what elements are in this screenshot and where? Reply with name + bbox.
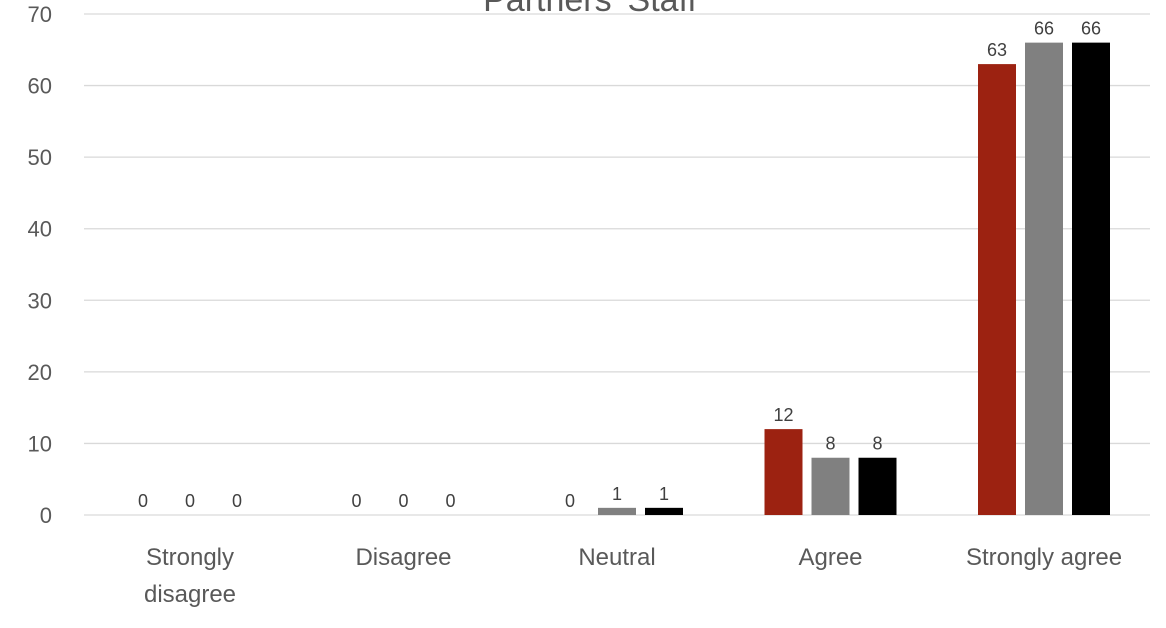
- y-tick-label: 20: [28, 360, 52, 385]
- gridlines: [84, 13, 1150, 516]
- y-tick-label: 30: [28, 288, 52, 313]
- x-tick-label: Disagree: [355, 544, 451, 571]
- data-label: 0: [445, 491, 455, 511]
- data-label: 66: [1034, 19, 1054, 39]
- bar: [811, 457, 850, 515]
- y-tick-label: 60: [28, 74, 52, 99]
- data-label: 63: [987, 40, 1007, 60]
- data-label: 0: [398, 491, 408, 511]
- bar: [978, 64, 1016, 515]
- bar: [764, 429, 803, 515]
- data-labels: 0 0 0 0 0 0 0 1 1 12 8 8 63 66 66: [138, 19, 1101, 511]
- y-tick-label: 40: [28, 217, 52, 242]
- x-tick-label: Neutral: [578, 544, 655, 571]
- x-tick-label: Strongly disagree: [144, 544, 236, 608]
- data-label: 0: [232, 491, 242, 511]
- data-label: 8: [825, 434, 835, 454]
- y-tick-label: 0: [40, 503, 52, 528]
- bar: [1072, 42, 1110, 515]
- data-label: 0: [138, 491, 148, 511]
- data-label: 0: [185, 491, 195, 511]
- data-label: 66: [1081, 19, 1101, 39]
- y-axis-ticks: 0 10 20 30 40 50 60 70: [28, 2, 52, 528]
- y-tick-label: 10: [28, 431, 52, 456]
- x-tick-label: Agree: [798, 544, 862, 571]
- y-tick-label: 70: [28, 2, 52, 27]
- bars: [598, 42, 1110, 515]
- data-label: 1: [612, 484, 622, 504]
- bar: [858, 457, 897, 515]
- data-label: 1: [659, 484, 669, 504]
- bar: [598, 507, 636, 515]
- data-label: 12: [773, 405, 793, 425]
- x-axis-ticks: Strongly disagree Disagree Neutral Agree Stro…: [144, 544, 1122, 608]
- data-label: 8: [872, 434, 882, 454]
- data-label: 0: [351, 491, 361, 511]
- x-tick-label: Strongly agree: [966, 544, 1122, 571]
- y-tick-label: 50: [28, 145, 52, 170]
- bar: [645, 507, 683, 515]
- data-label: 0: [565, 491, 575, 511]
- bar: [1025, 42, 1063, 515]
- chart-title: Partners' Staff: [483, 0, 697, 19]
